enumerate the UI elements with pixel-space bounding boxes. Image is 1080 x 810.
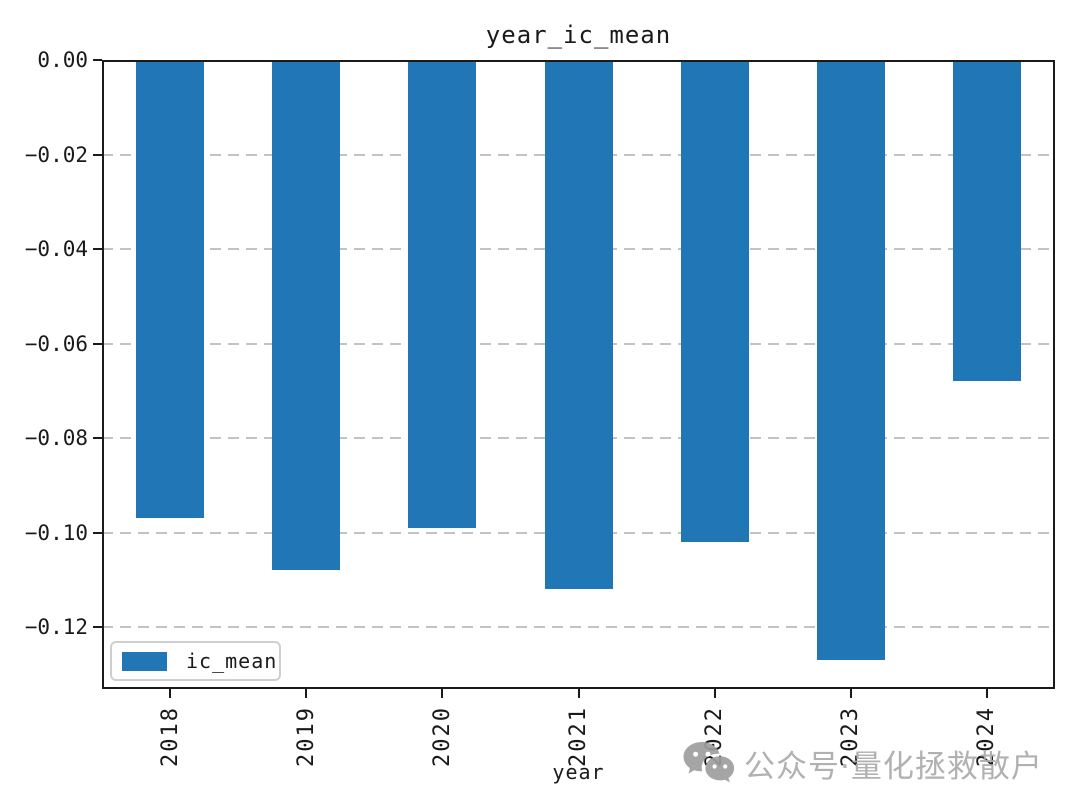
y-tick-label: −0.12 xyxy=(24,615,88,640)
legend-label: ic_mean xyxy=(186,649,278,673)
watermark: 公众号·量化拯救散户 xyxy=(681,740,1043,786)
y-gridline xyxy=(102,626,1055,629)
y-tick-label: −0.08 xyxy=(24,426,88,451)
bar-2019 xyxy=(272,60,341,570)
x-axis-title: year xyxy=(552,760,605,784)
y-tick-label: −0.02 xyxy=(24,142,88,167)
bar-2018 xyxy=(136,60,205,518)
x-tick-mark xyxy=(849,689,852,698)
x-tick-mark xyxy=(169,689,172,698)
x-tick-label: 2019 xyxy=(293,705,319,767)
legend-swatch-ic-mean xyxy=(122,651,167,671)
x-tick-mark xyxy=(577,689,580,698)
x-tick-label: 2018 xyxy=(157,705,183,767)
x-tick-label: 2020 xyxy=(429,705,455,767)
y-tick-label: −0.06 xyxy=(24,331,88,356)
bar-2020 xyxy=(408,60,477,528)
bar-2021 xyxy=(544,60,613,589)
x-tick-label: 2021 xyxy=(565,705,591,767)
y-tick-mark xyxy=(93,248,102,251)
y-tick-mark xyxy=(93,626,102,629)
y-tick-label: 0.00 xyxy=(37,48,88,72)
bar-2024 xyxy=(952,60,1021,381)
chart-title: year_ic_mean xyxy=(485,21,672,49)
x-tick-mark xyxy=(441,689,444,698)
bar-2022 xyxy=(680,60,749,542)
x-tick-mark xyxy=(713,689,716,698)
y-tick-mark xyxy=(93,153,102,156)
x-tick-mark xyxy=(305,689,308,698)
watermark-text: 公众号·量化拯救散户 xyxy=(744,748,1043,785)
wechat-icon xyxy=(683,742,735,783)
y-tick-mark xyxy=(93,342,102,345)
y-tick-label: −0.10 xyxy=(24,520,88,545)
bar-2023 xyxy=(816,60,885,660)
y-tick-mark xyxy=(93,59,102,61)
x-tick-mark xyxy=(985,689,988,698)
y-tick-label: −0.04 xyxy=(24,237,88,262)
y-tick-mark xyxy=(93,437,102,440)
y-tick-mark xyxy=(93,531,102,534)
plot-area-border xyxy=(102,60,1055,689)
legend: ic_mean xyxy=(110,641,281,681)
